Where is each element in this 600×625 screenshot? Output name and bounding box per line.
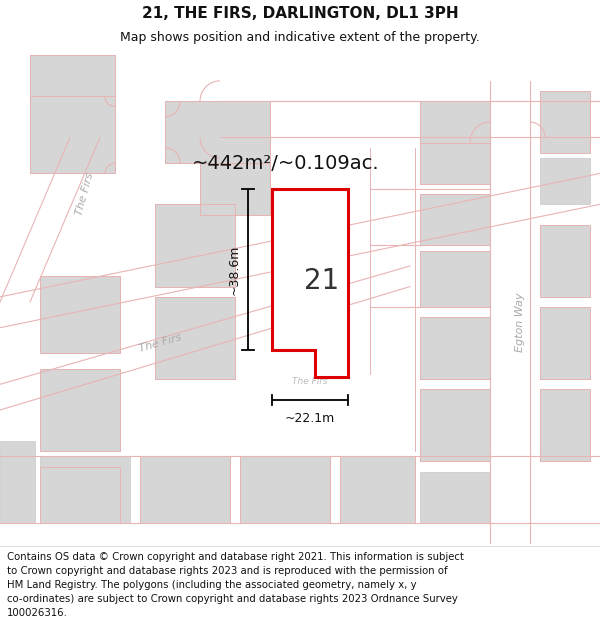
Polygon shape: [490, 50, 530, 544]
Text: ~38.6m: ~38.6m: [227, 244, 241, 295]
Polygon shape: [140, 456, 230, 523]
Polygon shape: [270, 101, 360, 138]
Text: Egton Way: Egton Way: [515, 292, 525, 352]
Polygon shape: [0, 50, 165, 138]
Polygon shape: [420, 318, 490, 379]
Polygon shape: [420, 194, 490, 246]
Polygon shape: [220, 101, 600, 138]
Polygon shape: [0, 50, 70, 302]
Text: ~442m²/~0.109ac.: ~442m²/~0.109ac.: [192, 154, 380, 173]
Polygon shape: [165, 101, 270, 163]
Polygon shape: [40, 276, 120, 354]
Text: The Firs: The Firs: [137, 332, 182, 354]
Polygon shape: [540, 389, 590, 461]
Polygon shape: [0, 266, 410, 410]
Polygon shape: [540, 158, 590, 204]
Text: Contains OS data © Crown copyright and database right 2021. This information is : Contains OS data © Crown copyright and d…: [7, 552, 464, 618]
Polygon shape: [420, 251, 490, 307]
Polygon shape: [340, 456, 415, 523]
Polygon shape: [420, 389, 490, 461]
Polygon shape: [30, 55, 115, 96]
Polygon shape: [240, 456, 330, 523]
Polygon shape: [420, 472, 490, 523]
Polygon shape: [30, 96, 115, 173]
Polygon shape: [155, 204, 235, 287]
Polygon shape: [40, 467, 120, 523]
Polygon shape: [540, 91, 590, 153]
Text: ~22.1m: ~22.1m: [285, 412, 335, 425]
Text: Map shows position and indicative extent of the property.: Map shows position and indicative extent…: [120, 31, 480, 44]
Polygon shape: [420, 101, 490, 142]
Text: The Firs: The Firs: [74, 171, 95, 216]
Polygon shape: [540, 225, 590, 297]
PathPatch shape: [272, 189, 348, 377]
Polygon shape: [370, 132, 410, 338]
Polygon shape: [155, 297, 235, 379]
Polygon shape: [200, 163, 270, 214]
Polygon shape: [0, 173, 600, 328]
Polygon shape: [40, 456, 130, 523]
Text: 21: 21: [304, 268, 340, 296]
Polygon shape: [420, 142, 490, 184]
Polygon shape: [0, 441, 35, 523]
Polygon shape: [540, 307, 590, 379]
Text: The Firs: The Firs: [292, 377, 328, 386]
Polygon shape: [40, 369, 120, 451]
Text: 21, THE FIRS, DARLINGTON, DL1 3PH: 21, THE FIRS, DARLINGTON, DL1 3PH: [142, 6, 458, 21]
